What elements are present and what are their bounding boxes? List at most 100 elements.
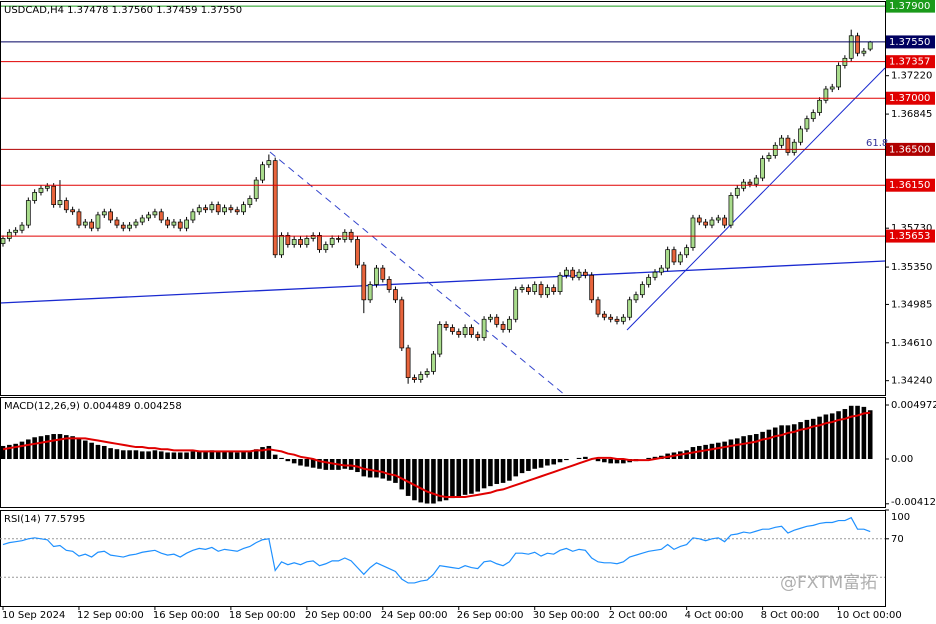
candle-body <box>329 238 335 245</box>
macd-bar <box>810 418 816 460</box>
macd-bar <box>196 451 202 460</box>
level-label-box <box>886 178 935 192</box>
price-panel <box>0 5 885 395</box>
macd-bar <box>500 459 506 483</box>
candle-body <box>412 377 417 380</box>
level-label-box <box>886 35 935 49</box>
macd-bar <box>545 459 550 466</box>
macd-bar <box>551 459 557 465</box>
candle-body <box>703 221 708 226</box>
macd-bar <box>146 451 151 460</box>
macd-bar <box>608 459 613 464</box>
candle-body <box>152 211 158 216</box>
candle-body <box>120 224 126 229</box>
chart-title: USDCAD,H4 1.37478 1.37560 1.37459 1.3755… <box>4 5 242 16</box>
macd-bar <box>557 459 563 463</box>
macd-bar <box>418 459 424 503</box>
candle-body <box>63 200 69 211</box>
macd-bar <box>412 459 417 501</box>
candle-body <box>177 221 183 229</box>
candle-body <box>665 249 671 269</box>
macd-bar <box>342 459 348 469</box>
candle-body <box>424 371 430 375</box>
candle-body <box>538 284 544 296</box>
candle-body <box>671 249 677 263</box>
macd-bar <box>829 413 835 460</box>
macd-bar <box>215 451 221 460</box>
panel-frame <box>0 510 886 607</box>
macd-bar <box>139 451 145 460</box>
x-tick-label: 30 Sep 00:00 <box>533 610 600 621</box>
macd-bar <box>507 459 512 481</box>
macd-bar <box>842 409 848 460</box>
candle-body <box>336 238 341 240</box>
candle-body <box>532 284 538 292</box>
candle-body <box>639 284 645 296</box>
macd-bar <box>19 441 25 460</box>
y-tick-label: 0.00 <box>891 454 913 465</box>
level-label-box <box>886 55 935 69</box>
macd-title: MACD(12,26,9) 0.004489 0.004258 <box>4 401 182 412</box>
macd-bar <box>190 451 196 460</box>
candle-body <box>203 207 208 211</box>
macd-bar <box>120 450 126 460</box>
macd-bar <box>13 443 18 460</box>
macd-bar <box>823 414 829 460</box>
candle-body <box>25 200 31 226</box>
macd-bar <box>272 454 278 460</box>
candle-body <box>139 217 145 223</box>
candle-body <box>469 327 474 335</box>
macd-bar <box>684 450 689 460</box>
trend-line <box>0 260 885 304</box>
macd-bar <box>279 457 284 460</box>
level-label-box <box>886 229 935 243</box>
macd-bar <box>747 435 753 460</box>
candle-body <box>614 318 620 322</box>
macd-bar <box>260 447 265 460</box>
macd-bar <box>95 444 101 460</box>
candle-body <box>44 185 50 189</box>
x-tick-label: 10 Oct 00:00 <box>837 610 902 621</box>
macd-bar <box>564 459 569 461</box>
macd-bar <box>298 459 303 466</box>
level-label: 1.37900 <box>889 1 930 12</box>
candle-body <box>190 211 196 221</box>
candle-body <box>133 221 139 226</box>
macd-bar <box>266 445 272 460</box>
candle-body <box>576 271 582 278</box>
macd-bar <box>431 459 436 504</box>
level-label-box <box>886 0 935 13</box>
candle-body <box>734 187 740 196</box>
macd-bar <box>817 416 822 460</box>
macd-bar <box>228 451 234 460</box>
macd-bar <box>70 436 75 460</box>
candle-body <box>620 316 626 322</box>
macd-bar <box>760 431 765 460</box>
candle-body <box>355 239 360 266</box>
macd-bar <box>513 459 519 477</box>
candle-body <box>171 221 177 226</box>
candle-body <box>709 219 715 226</box>
macd-bar <box>329 459 335 470</box>
candle-body <box>595 299 601 315</box>
candle-body <box>823 88 829 101</box>
candle-body <box>589 274 595 301</box>
macd-bar <box>127 450 132 460</box>
candle-body <box>260 164 265 181</box>
macd-bar <box>703 444 708 460</box>
signal-line <box>2 411 871 499</box>
candle-body <box>513 289 519 320</box>
candle-body <box>791 141 797 153</box>
candle-body <box>310 235 316 239</box>
macd-bar <box>494 459 500 484</box>
macd-bar <box>64 435 69 460</box>
y-tick-label: 1.34985 <box>891 299 932 310</box>
candle-body <box>507 318 512 330</box>
candle-body <box>848 35 854 59</box>
macd-bar <box>538 459 544 468</box>
candle-body <box>753 177 759 185</box>
macd-bar <box>0 445 6 460</box>
candle-body <box>184 219 189 229</box>
x-tick-label: 16 Sep 00:00 <box>153 610 220 621</box>
y-tick-label: 1.35350 <box>891 262 932 273</box>
